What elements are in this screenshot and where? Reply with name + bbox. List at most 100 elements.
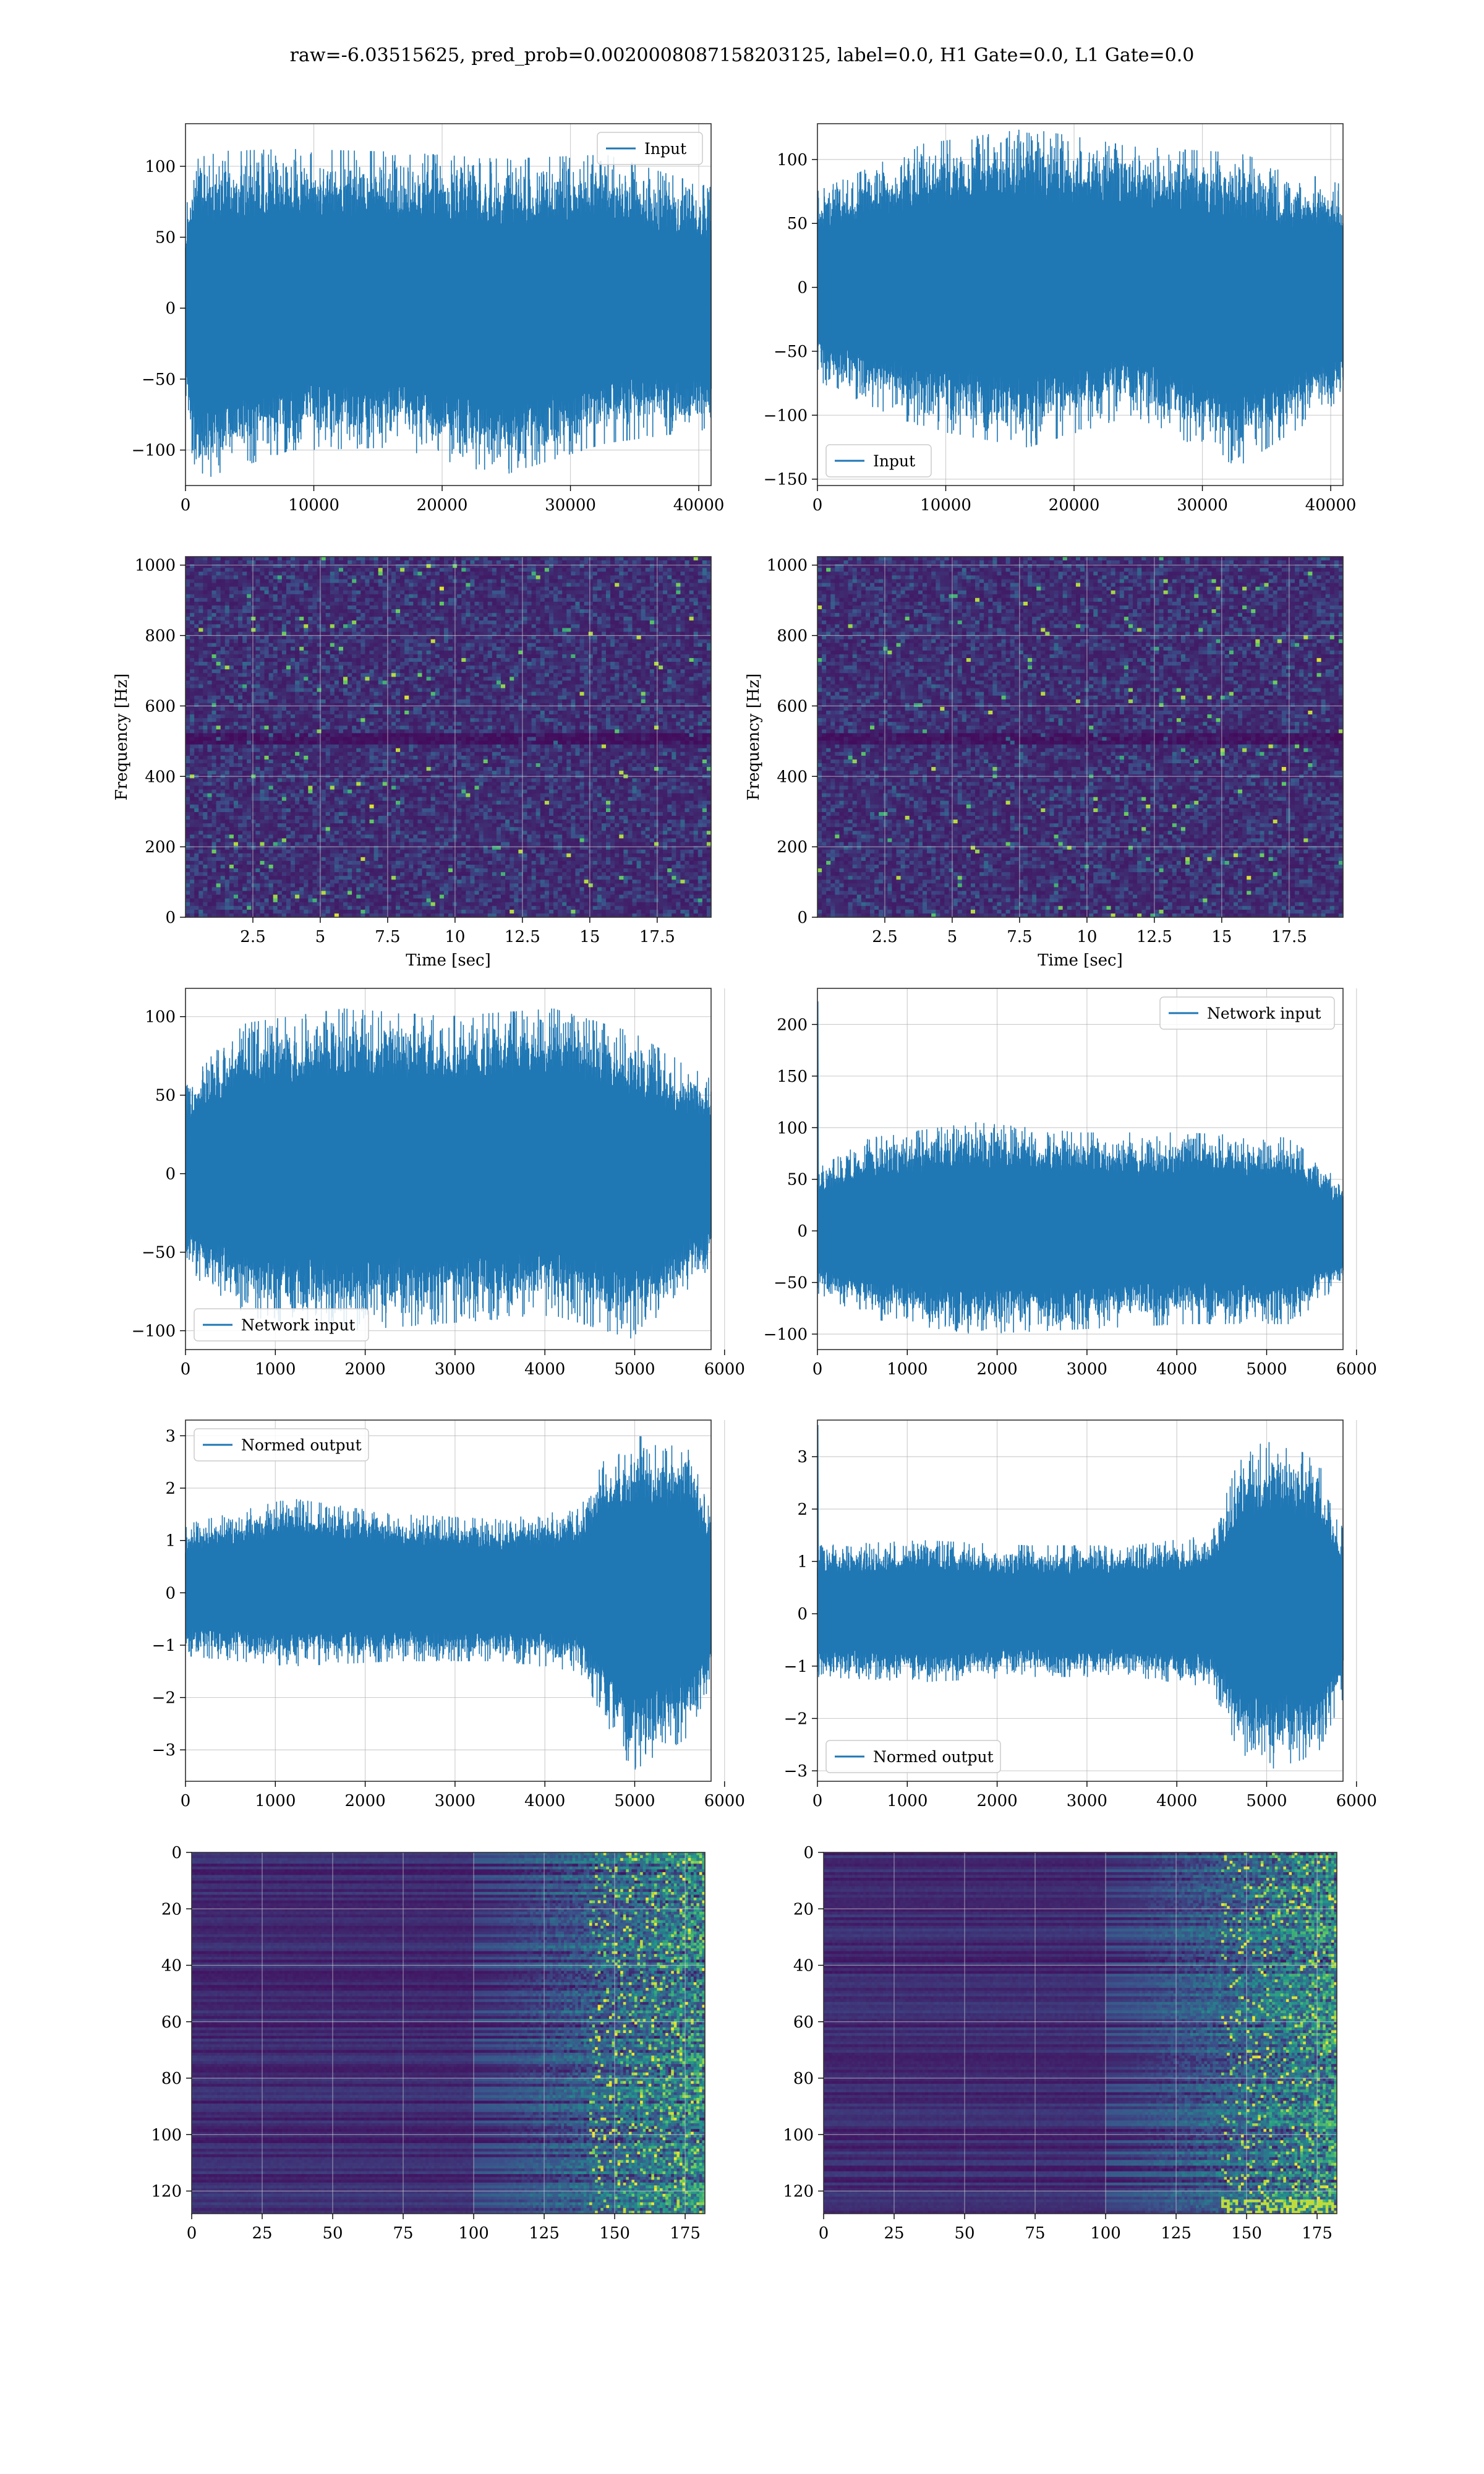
heatmap-cell (475, 591, 480, 595)
heatmap-cell (694, 560, 699, 565)
heatmap-cell (221, 579, 226, 583)
heatmap-cell (628, 560, 633, 565)
heatmap-cell (225, 591, 230, 595)
heatmap-cell (339, 609, 344, 614)
heatmap-cell (676, 557, 681, 561)
heatmap-cell (343, 613, 348, 617)
heatmap-cell (198, 571, 203, 576)
heatmap-cell (540, 560, 545, 565)
heatmap-cell (212, 594, 217, 599)
heatmap-cell (304, 602, 309, 606)
heatmap-cell (322, 617, 326, 621)
heatmap-cell (558, 571, 563, 576)
heatmap-cell (265, 571, 270, 576)
heatmap-cell (698, 602, 703, 606)
heatmap-cell (457, 583, 462, 588)
heatmap-cell (273, 571, 278, 576)
heatmap-cell (282, 560, 287, 565)
heatmap-cell (440, 579, 445, 583)
heatmap-cell (295, 613, 300, 617)
heatmap-cell (186, 602, 190, 606)
heatmap-cell (694, 579, 699, 583)
heatmap-cell (404, 598, 409, 602)
heatmap-cell (488, 606, 493, 610)
heatmap-cell (238, 568, 243, 572)
heatmap-cell (207, 587, 212, 591)
heatmap-cell (348, 591, 352, 595)
heatmap-cell (680, 583, 685, 588)
heatmap-cell (575, 557, 580, 561)
heatmap-cell (593, 609, 598, 614)
heatmap-cell (672, 609, 676, 614)
series-line (817, 130, 1343, 463)
heatmap-cell (422, 560, 427, 565)
heatmap-cell (273, 557, 278, 561)
heatmap-cell (558, 560, 563, 565)
heatmap-cell (352, 560, 357, 565)
heatmap-cell (505, 598, 510, 602)
heatmap-cell (536, 602, 541, 606)
heatmap-cell (273, 613, 278, 617)
heatmap-cell (265, 568, 270, 572)
heatmap-cell (356, 609, 361, 614)
heatmap-cell (269, 575, 274, 580)
heatmap-cell (282, 598, 287, 602)
heatmap-cell (352, 617, 357, 621)
heatmap-cell (286, 575, 291, 580)
heatmap-cell (633, 579, 638, 583)
heatmap-cell (510, 602, 514, 606)
heatmap-cell (400, 609, 405, 614)
heatmap-cell (492, 609, 497, 614)
heatmap-cell (589, 575, 594, 580)
heatmap-cell (466, 575, 471, 580)
heatmap-cell (549, 602, 554, 606)
heatmap-cell (374, 583, 379, 588)
heatmap-cell (545, 609, 550, 614)
heatmap-cell (505, 575, 510, 580)
heatmap-cell (352, 568, 357, 572)
heatmap-cell (650, 583, 655, 588)
heatmap-cell (597, 594, 602, 599)
heatmap-cell (702, 591, 707, 595)
heatmap-cell (370, 560, 375, 565)
heatmap-cell (479, 568, 484, 572)
heatmap-cell (522, 617, 527, 621)
heatmap-cell (335, 617, 339, 621)
heatmap-cell (501, 591, 506, 595)
heatmap-cell (299, 568, 304, 572)
heatmap-cell (186, 571, 190, 576)
heatmap-cell (326, 606, 331, 610)
heatmap-cell (221, 613, 226, 617)
heatmap-cell (391, 594, 396, 599)
heatmap-cell (216, 587, 221, 591)
heatmap-cell (505, 579, 510, 583)
heatmap-cell (260, 579, 265, 583)
heatmap-cell (295, 560, 300, 565)
heatmap-cell (339, 583, 344, 588)
heatmap-cell (589, 606, 594, 610)
heatmap-cell (221, 594, 226, 599)
heatmap-cell (186, 579, 190, 583)
heatmap-cell (689, 560, 694, 565)
heatmap-cell (610, 609, 615, 614)
heatmap-cell (242, 606, 247, 610)
heatmap-cell (606, 602, 611, 606)
heatmap-cell (484, 606, 488, 610)
heatmap-cell (435, 560, 440, 565)
heatmap-cell (505, 568, 510, 572)
heatmap-cell (212, 609, 217, 614)
heatmap-cell (265, 602, 270, 606)
heatmap-cell (404, 583, 409, 588)
heatmap-cell (422, 606, 427, 610)
heatmap-cell (505, 602, 510, 606)
heatmap-cell (457, 587, 462, 591)
heatmap-cell (247, 591, 252, 595)
heatmap-cell (374, 568, 379, 572)
heatmap-cell (299, 598, 304, 602)
heatmap-cell (255, 571, 260, 576)
heatmap-cell (514, 591, 519, 595)
heatmap-cell (330, 560, 335, 565)
heatmap-cell (571, 568, 576, 572)
heatmap-cell (383, 591, 388, 595)
heatmap-cell (553, 571, 558, 576)
